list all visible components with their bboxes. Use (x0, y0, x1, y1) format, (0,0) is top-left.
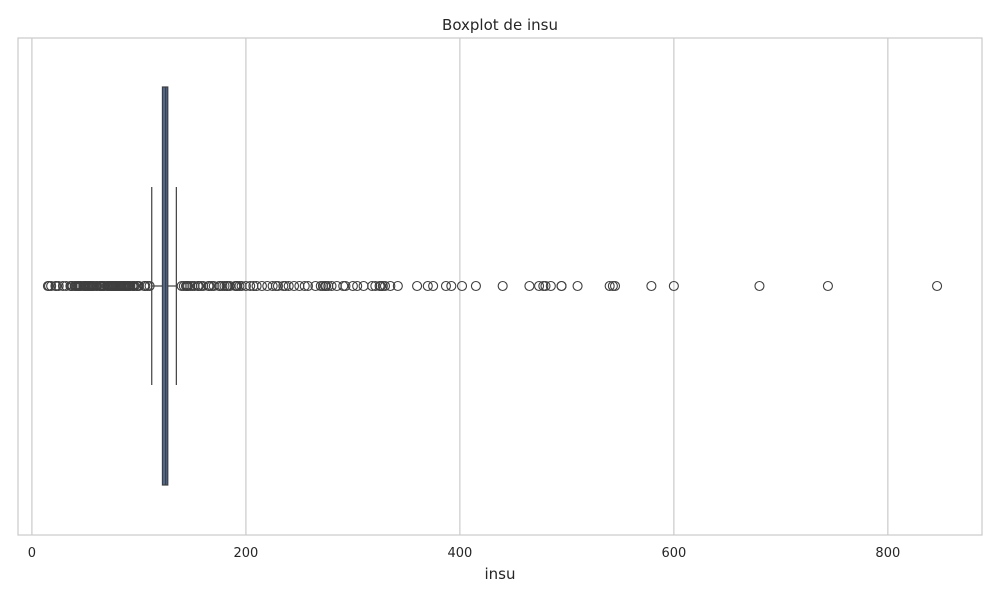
x-tick-label-200: 200 (233, 546, 258, 561)
outlier-point (428, 280, 439, 292)
outlier-point (534, 280, 545, 292)
outlier-point (299, 280, 310, 292)
outlier-point (326, 280, 337, 292)
chart-title: Boxplot de insu (442, 16, 558, 34)
outlier-point (272, 280, 284, 292)
outlier-point (470, 280, 481, 292)
outlier-point (283, 280, 294, 292)
outlier-point (392, 280, 403, 292)
outlier-point (53, 280, 64, 292)
outlier-point (440, 280, 452, 292)
outlier-point (240, 280, 251, 292)
outlier-point (609, 280, 621, 292)
outlier-point (267, 280, 278, 292)
outlier-point (310, 280, 321, 292)
outlier-point (338, 280, 349, 292)
x-tick-label-800: 800 (875, 546, 900, 561)
outlier-point (224, 280, 235, 292)
x-tick-label-0: 0 (28, 546, 36, 561)
outlier-point (379, 280, 391, 292)
outlier-point (646, 280, 657, 292)
outlier-point (524, 280, 535, 292)
outlier-point (422, 280, 433, 292)
outlier-point (294, 280, 305, 292)
x-tick-label-600: 600 (661, 546, 686, 561)
outlier-point (604, 280, 615, 292)
plot-frame (17, 37, 983, 536)
outlier-point (412, 280, 423, 292)
outlier-point (572, 280, 583, 292)
outlier-point (262, 280, 273, 292)
outlier-point (385, 280, 396, 292)
outlier-point (251, 280, 262, 292)
outlier-point (288, 280, 300, 292)
outlier-point (540, 280, 551, 292)
outlier-point (668, 280, 679, 292)
outlier-point (358, 280, 369, 292)
outlier-point (256, 280, 267, 292)
outlier-point (302, 280, 313, 292)
outlier-point (352, 280, 363, 292)
outlier-point (556, 280, 567, 292)
outlier-point (446, 280, 457, 292)
outlier-point (347, 280, 358, 292)
outlier-point (46, 280, 57, 292)
box-group (151, 86, 177, 486)
outlier-point (754, 280, 765, 292)
outlier-point (456, 280, 468, 292)
outlier-point (545, 280, 556, 292)
x-axis-label: insu (485, 565, 516, 583)
outlier-point (822, 280, 833, 292)
outlier-point (144, 280, 155, 292)
outlier-points (42, 280, 943, 292)
gridlines (31, 38, 889, 535)
x-tick-label-400: 400 (447, 546, 472, 561)
outlier-point (370, 280, 381, 292)
outlier-point (932, 280, 943, 292)
outlier-point (245, 280, 256, 292)
outlier-point (497, 280, 508, 292)
x-tick-labels: 0 200 400 600 800 (28, 546, 900, 561)
outlier-point (340, 280, 351, 292)
